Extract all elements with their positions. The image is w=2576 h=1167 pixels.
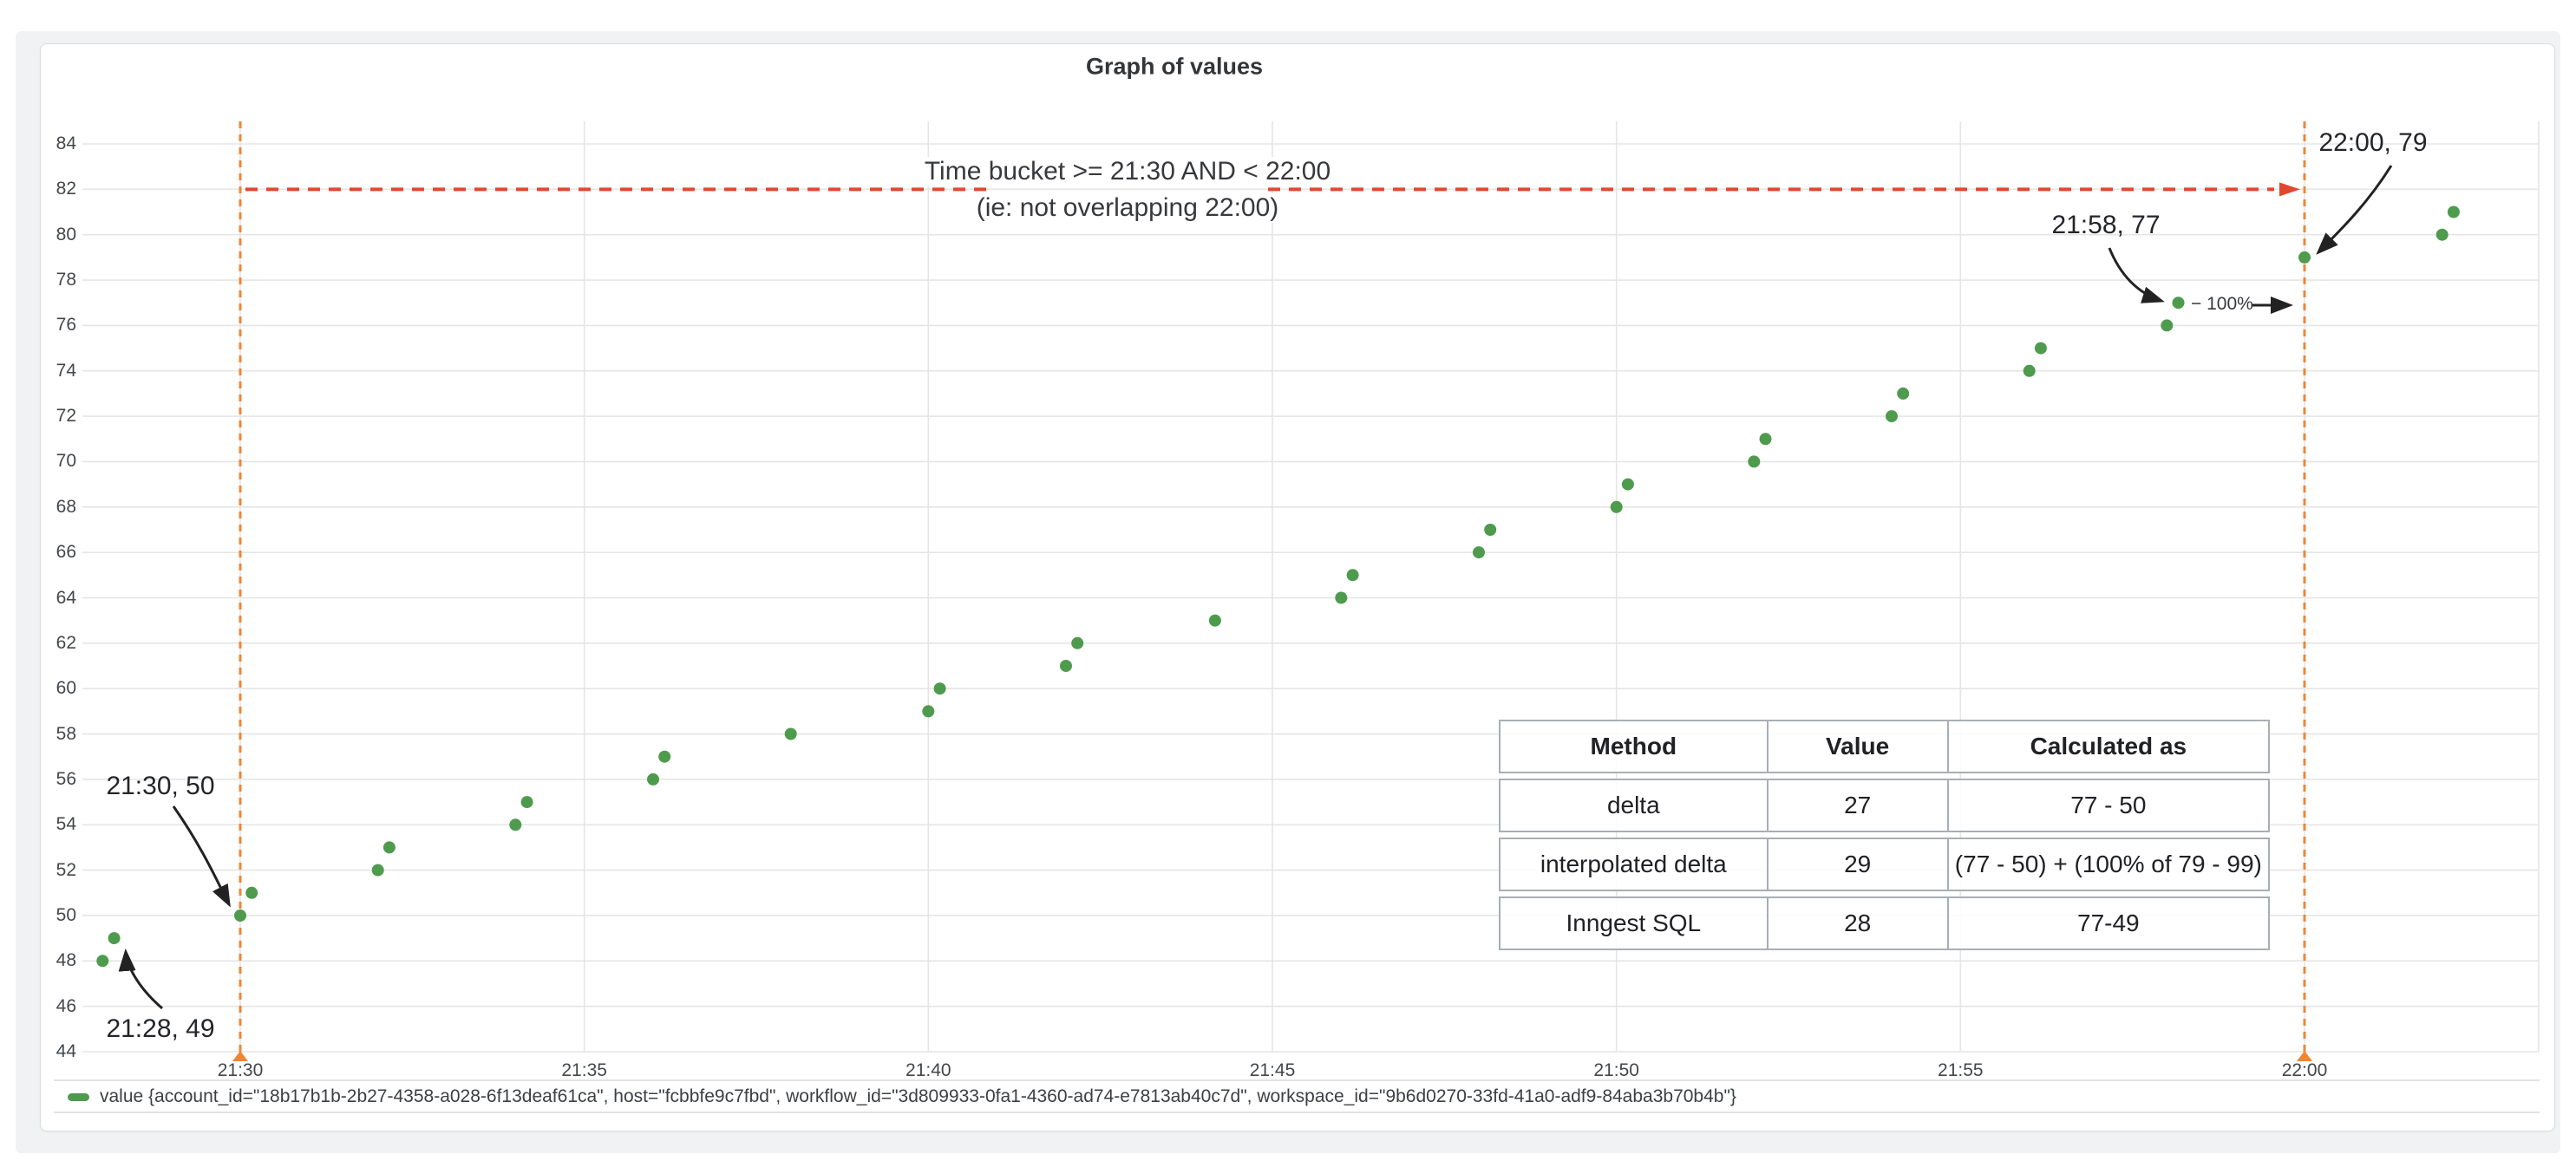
data-points: [96, 205, 2460, 968]
y-tick-label: 70: [56, 451, 76, 472]
y-tick-label: 84: [56, 134, 76, 153]
callout-2128-49: 21:28, 49: [106, 1014, 215, 1043]
table-cell: 77-49: [1946, 898, 2268, 949]
y-tick-label: 52: [56, 859, 76, 880]
x-tick-label: 22:00: [2281, 1060, 2328, 1080]
time-bucket-annotation-line1: Time bucket >= 21:30 AND < 22:00: [912, 157, 1344, 186]
y-tick-label: 72: [56, 406, 76, 427]
callout-2130-50: 21:30, 50: [106, 772, 215, 800]
callout-2200-79: 22:00, 79: [2318, 128, 2428, 157]
x-tick-label: 21:55: [1938, 1060, 1984, 1080]
y-tick-label: 64: [56, 587, 76, 608]
table-cell: 29: [1766, 839, 1947, 890]
legend-series-swatch: [68, 1092, 89, 1101]
legend-divider-top: [54, 1079, 2540, 1081]
time-bucket-annotation-line2: (ie: not overlapping 22:00): [964, 193, 1291, 223]
y-tick-label: 62: [56, 632, 76, 653]
table-cell: (77 - 50) + (100% of 79 - 99): [1946, 839, 2268, 890]
x-tick-label: 21:50: [1593, 1060, 1639, 1080]
arrow-to-2130-50: [172, 805, 231, 908]
time-bucket-lines: [232, 121, 2312, 1061]
table-row: delta 27 77 - 50: [1499, 779, 2270, 832]
y-tick-label: 56: [56, 768, 76, 789]
x-tick-label: 21:35: [561, 1060, 607, 1080]
callout-100pct: − 100%: [2191, 294, 2253, 314]
arrow-to-2158-77: [2108, 247, 2165, 303]
table-header-row: Method Value Calculated as: [1499, 720, 2270, 773]
table-header-cell: Value: [1766, 721, 1947, 772]
arrow-to-2200-79: [2316, 165, 2393, 255]
y-tick-label: 50: [56, 904, 76, 925]
table-row: interpolated delta 29 (77 - 50) + (100% of…: [1499, 838, 2270, 891]
y-tick-label: 44: [56, 1041, 76, 1061]
legend-divider-bottom: [54, 1112, 2540, 1113]
table-cell: delta: [1606, 792, 1660, 818]
y-tick-label: 58: [56, 723, 76, 744]
table-cell: 77 - 50: [1946, 780, 2268, 831]
chart-title: Graph of values: [1085, 53, 1264, 80]
table-row: Inngest SQL 28 77-49: [1499, 896, 2270, 950]
y-tick-label: 68: [56, 496, 76, 517]
table-cell: 27: [1766, 780, 1947, 831]
y-tick-label: 82: [56, 179, 76, 199]
y-tick-label: 54: [56, 814, 76, 835]
annotation-arrows: [118, 165, 2393, 1010]
x-tick-label: 21:30: [217, 1060, 264, 1080]
table-cell: 28: [1766, 898, 1947, 949]
y-tick-label: 46: [56, 995, 76, 1016]
table-cell: Inngest SQL: [1566, 909, 1702, 936]
legend-series-label: value {account_id="18b17b1b-2b27-4358-a0…: [100, 1086, 1736, 1106]
y-tick-label: 66: [56, 542, 76, 563]
legend-item[interactable]: value {account_id="18b17b1b-2b27-4358-a0…: [68, 1086, 1736, 1108]
table-header-cell: Method: [1590, 733, 1677, 760]
y-tick-label: 60: [56, 678, 76, 699]
y-tick-label: 78: [56, 270, 76, 290]
arrow-to-2128-49: [118, 949, 163, 1010]
table-header-cell: Calculated as: [1946, 721, 2268, 772]
y-tick-label: 80: [56, 224, 76, 244]
x-tick-label: 21:45: [1249, 1060, 1296, 1080]
y-tick-label: 76: [56, 315, 76, 336]
x-tick-label: 21:40: [906, 1060, 951, 1080]
y-tick-label: 48: [56, 950, 76, 971]
table-cell: interpolated delta: [1540, 851, 1727, 877]
y-tick-label: 74: [56, 360, 76, 381]
callout-2158-77: 21:58, 77: [2051, 211, 2161, 239]
